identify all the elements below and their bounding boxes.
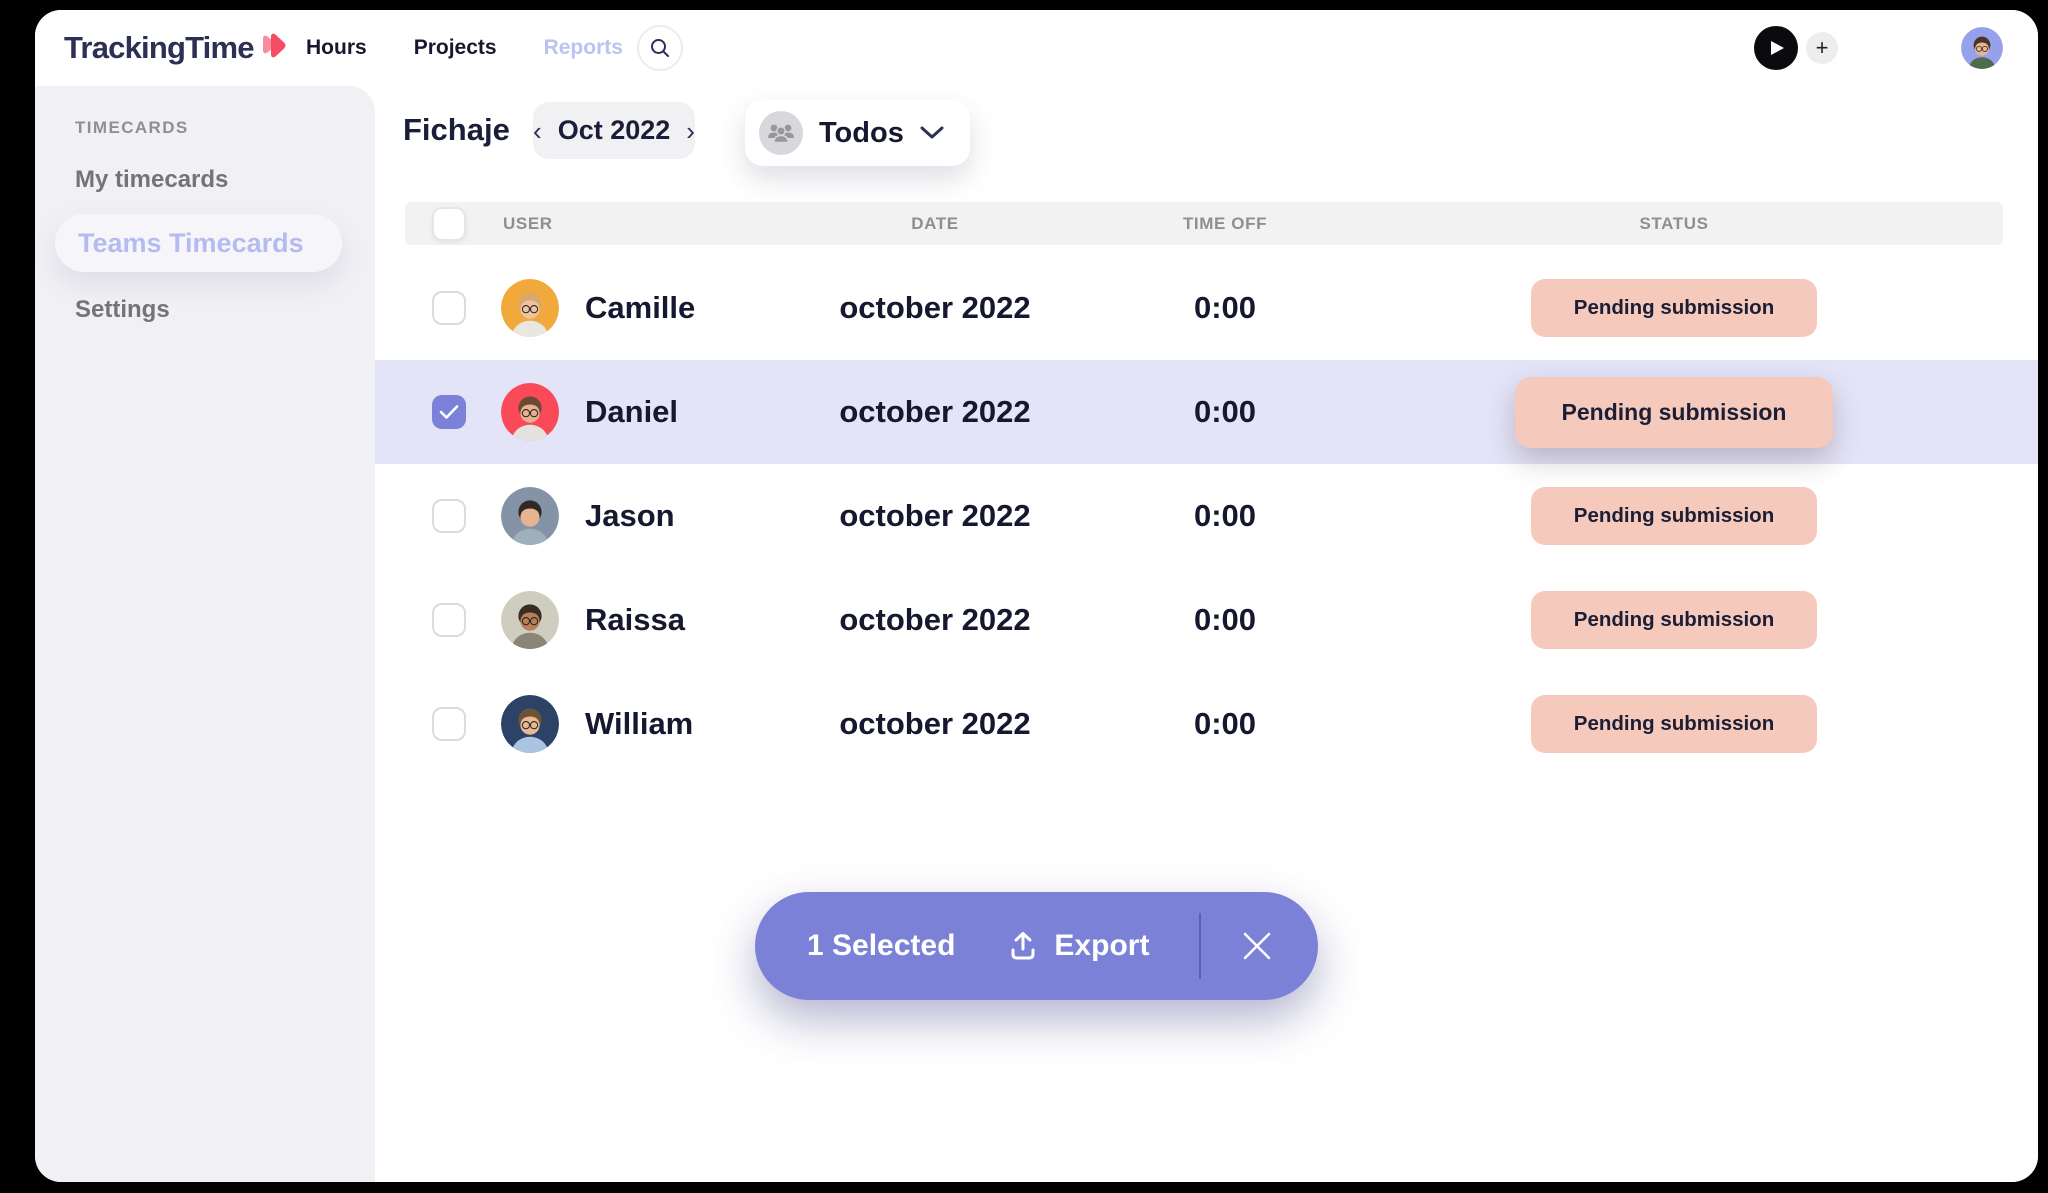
- status-badge[interactable]: Pending submission: [1530, 487, 1818, 545]
- row-date: october 2022: [839, 394, 1031, 429]
- sidebar-item-teams-timecards[interactable]: Teams Timecards: [55, 214, 342, 272]
- avatar-graphic: [1961, 27, 2003, 69]
- group-icon: [759, 111, 803, 155]
- row-timeoff: 0:00: [1193, 706, 1257, 741]
- column-header-date: DATE: [911, 213, 959, 233]
- brand-name: TrackingTime: [64, 30, 255, 65]
- row-date: october 2022: [839, 290, 1031, 325]
- user-name: Jason: [585, 498, 675, 533]
- avatar-graphic: [501, 487, 559, 545]
- search-icon: [651, 39, 669, 57]
- select-all-checkbox[interactable]: [432, 206, 466, 241]
- prev-month-chevron-icon[interactable]: ‹: [533, 115, 542, 146]
- add-button[interactable]: +: [1806, 32, 1838, 64]
- nav-item-reports[interactable]: Reports: [543, 36, 623, 59]
- row-date: october 2022: [839, 498, 1031, 533]
- user-name: Camille: [585, 290, 696, 325]
- row-checkbox[interactable]: [432, 395, 466, 429]
- close-selection-button[interactable]: [1227, 916, 1287, 976]
- row-checkbox[interactable]: [432, 603, 466, 637]
- avatar: [501, 279, 559, 337]
- row-timeoff: 0:00: [1193, 290, 1257, 325]
- sidebar-item-label: Teams Timecards: [78, 227, 304, 258]
- top-navigation-bar: TrackingTime Hours Projects Reports: [35, 10, 2038, 86]
- avatar: [501, 383, 559, 441]
- table-row[interactable]: Camille october 2022 0:00 Pending submis…: [375, 256, 2038, 360]
- row-timeoff: 0:00: [1193, 394, 1257, 429]
- sidebar-item-settings[interactable]: Settings: [75, 296, 170, 323]
- main-content: Fichaje ‹ Oct 2022 › Todos: [375, 86, 2038, 1182]
- nav-item-hours[interactable]: Hours: [306, 36, 367, 59]
- row-timeoff: 0:00: [1193, 602, 1257, 637]
- search-button[interactable]: [637, 25, 683, 71]
- table-row[interactable]: Daniel october 2022 0:00 Pending submiss…: [375, 360, 2038, 464]
- export-label: Export: [1054, 929, 1150, 962]
- sidebar-item-my-timecards[interactable]: My timecards: [75, 166, 229, 193]
- row-checkbox[interactable]: [432, 499, 466, 533]
- close-icon: [1244, 932, 1271, 960]
- status-badge[interactable]: Pending submission: [1530, 695, 1818, 753]
- table-header: USER DATE TIME OFF STATUS: [405, 202, 2003, 245]
- avatar: [501, 591, 559, 649]
- column-header-status: STATUS: [1639, 213, 1709, 233]
- nav-item-projects[interactable]: Projects: [413, 36, 497, 59]
- divider: [1199, 913, 1202, 979]
- primary-nav: Hours Projects Reports: [306, 10, 623, 86]
- timer-play-button[interactable]: [1754, 26, 1798, 70]
- filter-label: Todos: [819, 116, 904, 149]
- column-header-timeoff: TIME OFF: [1182, 213, 1268, 233]
- row-timeoff: 0:00: [1193, 498, 1257, 533]
- status-badge[interactable]: Pending submission: [1530, 279, 1818, 337]
- play-icon: [1771, 41, 1784, 55]
- brand-play-icon: [260, 31, 288, 66]
- selected-count: 1 Selected: [807, 929, 956, 962]
- column-header-user: USER: [503, 213, 553, 233]
- user-profile-avatar[interactable]: [1961, 27, 2003, 69]
- row-checkbox[interactable]: [432, 707, 466, 741]
- table-row[interactable]: Jason october 2022 0:00 Pending submissi…: [375, 464, 2038, 568]
- user-name: Daniel: [585, 394, 679, 429]
- avatar-graphic: [501, 695, 559, 753]
- page-title: Fichaje: [403, 112, 510, 147]
- avatar: [501, 695, 559, 753]
- sidebar-section-timecards: TIMECARDS: [75, 118, 189, 137]
- period-label: Oct 2022: [557, 115, 671, 145]
- sidebar: TIMECARDS My timecards Teams Timecards S…: [35, 86, 375, 1182]
- upload-icon: [1011, 932, 1035, 960]
- avatar-graphic: [501, 591, 559, 649]
- next-month-chevron-icon[interactable]: ›: [686, 115, 695, 146]
- plus-icon: +: [1815, 35, 1829, 60]
- app-window: TrackingTime Hours Projects Reports: [35, 10, 2038, 1182]
- export-button[interactable]: Export: [1007, 929, 1149, 963]
- row-date: october 2022: [839, 706, 1031, 741]
- chevron-down-icon: [920, 126, 944, 139]
- user-name: William: [585, 706, 694, 741]
- status-badge[interactable]: Pending submission: [1530, 591, 1818, 649]
- table-row[interactable]: Raissa october 2022 0:00 Pending submiss…: [375, 568, 2038, 672]
- table-row[interactable]: William october 2022 0:00 Pending submis…: [375, 672, 2038, 776]
- period-selector[interactable]: ‹ Oct 2022 ›: [533, 102, 695, 159]
- user-name: Raissa: [585, 602, 685, 637]
- table-body: Camille october 2022 0:00 Pending submis…: [375, 256, 2038, 776]
- row-date: october 2022: [839, 602, 1031, 637]
- status-badge[interactable]: Pending submission: [1514, 376, 1834, 448]
- user-filter-dropdown[interactable]: Todos: [745, 100, 970, 166]
- avatar-graphic: [501, 279, 559, 337]
- avatar: [501, 487, 559, 545]
- selection-action-bar: 1 Selected Export: [755, 892, 1318, 1000]
- brand-logo[interactable]: TrackingTime: [64, 10, 288, 86]
- row-checkbox[interactable]: [432, 291, 466, 325]
- avatar-graphic: [501, 383, 559, 441]
